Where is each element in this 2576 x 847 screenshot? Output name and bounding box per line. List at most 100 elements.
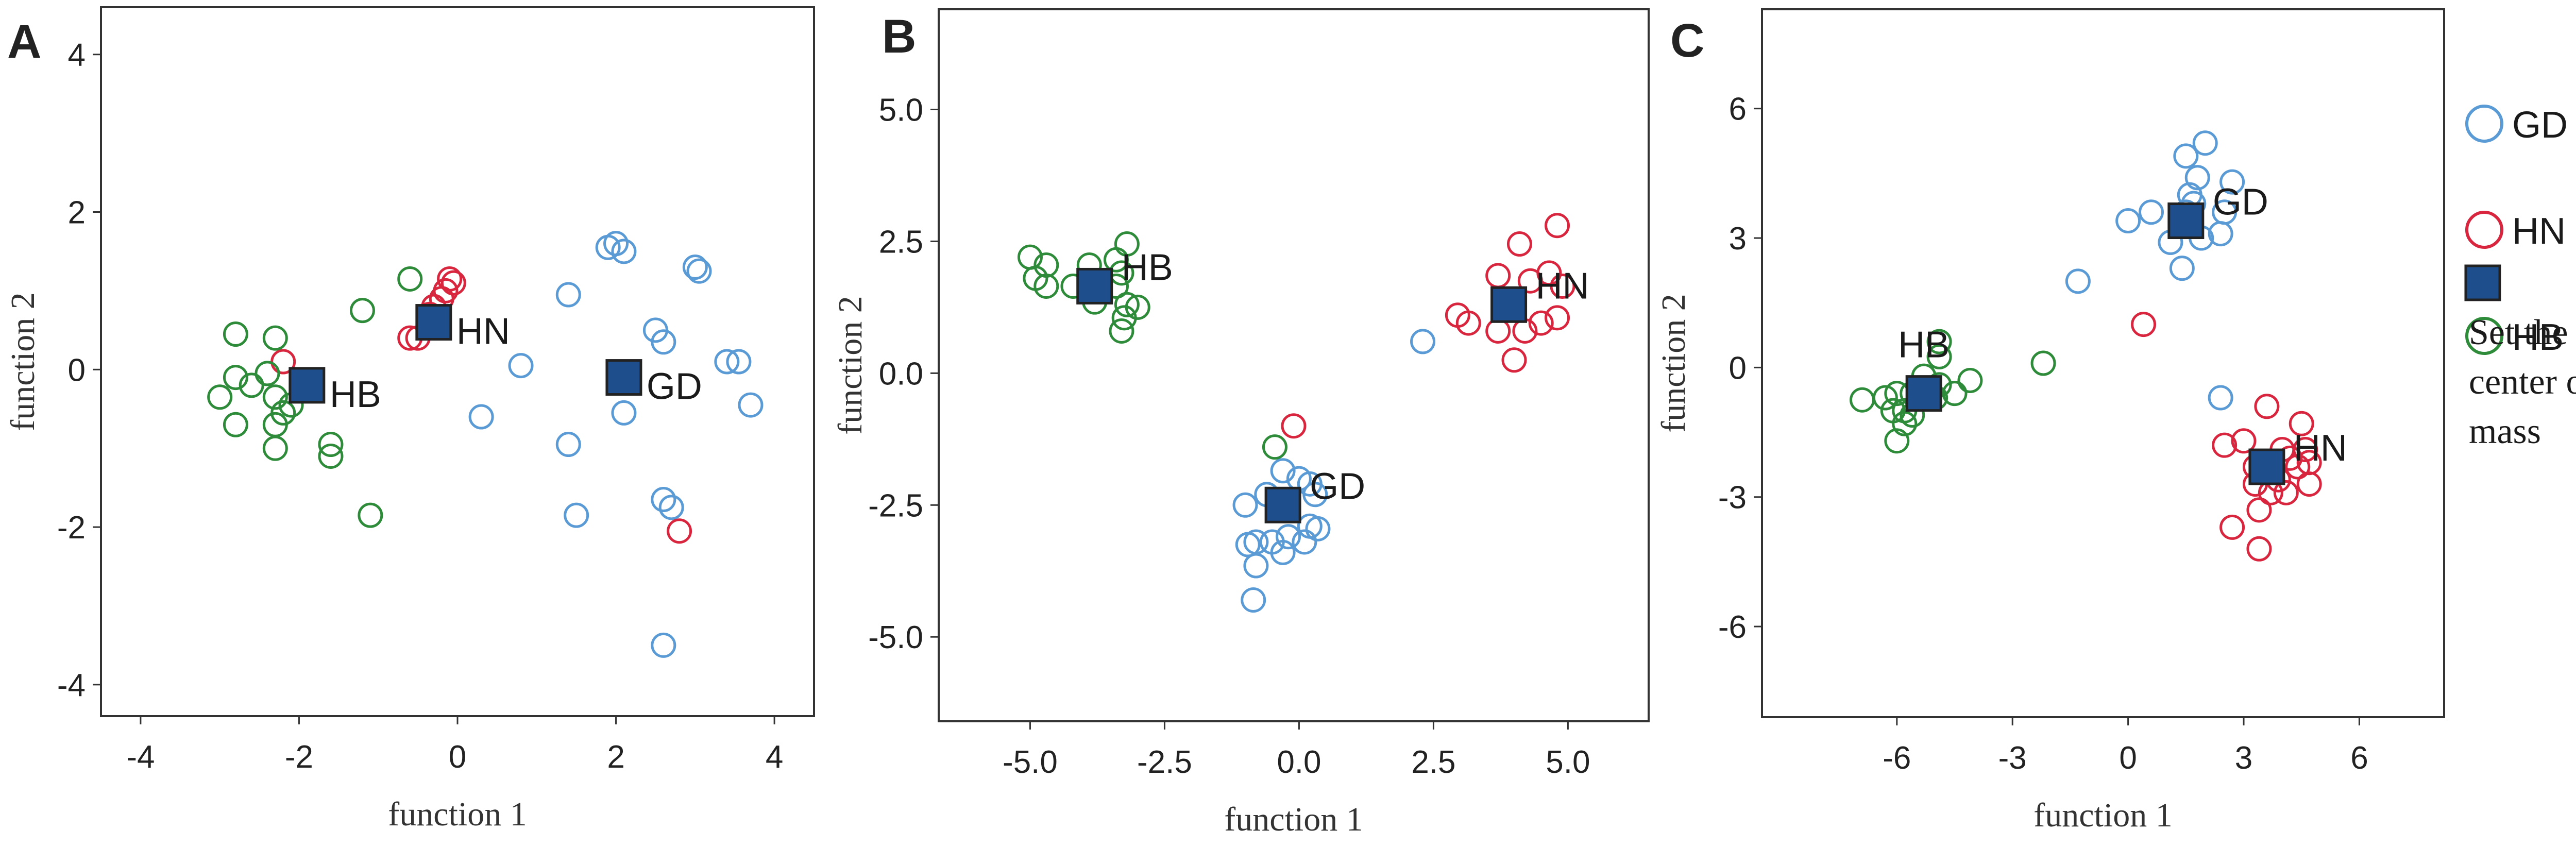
centroid-hn: [2248, 448, 2285, 485]
centroid-gd: [605, 359, 642, 396]
x-tick-label: 2: [607, 739, 624, 775]
point-hn: [1506, 231, 1532, 257]
point-hb: [262, 384, 288, 410]
point-gd: [1270, 458, 1296, 484]
panel-c: C -6 -3 0 3 6 -6 -3 0 3 6 function 1 function 2 GD HB H…: [1655, 8, 2445, 834]
point-hn: [2246, 536, 2272, 562]
point-gd: [468, 404, 494, 430]
y-tick-label: 4: [68, 38, 86, 73]
point-hn: [1501, 347, 1527, 373]
point-hn: [1545, 305, 1570, 331]
point-hn: [2293, 437, 2318, 463]
point-hb: [1111, 305, 1137, 331]
point-gd: [738, 392, 764, 418]
point-hn: [667, 518, 692, 544]
centroid-gd: [1264, 486, 1301, 523]
centroid-label-hn: HN: [1536, 265, 1589, 307]
point-hb: [255, 361, 280, 386]
panel-a: A -4 -2 0 2 4 -4 -2 0 2 4 function 1 function 2 HB HN G…: [4, 6, 815, 833]
y-tick-label: 6: [1729, 92, 1747, 127]
point-gd: [555, 282, 581, 308]
point-gd: [1232, 492, 1258, 518]
centroid-label-hb: HB: [1898, 325, 1950, 366]
y-tick-label: 5.0: [879, 93, 923, 128]
x-tick-label: -4: [126, 739, 155, 775]
point-gd: [1302, 482, 1328, 507]
point-gd: [564, 502, 589, 528]
point-hb: [1262, 434, 1287, 460]
point-gd: [2115, 208, 2141, 234]
point-hb: [223, 412, 248, 437]
point-hb: [1926, 344, 1952, 369]
x-tick-label: -5.0: [1003, 744, 1058, 780]
legend-centroid-note: mass: [2469, 412, 2541, 451]
point-hb: [1942, 381, 1968, 406]
point-hn: [2296, 471, 2322, 497]
centroid-hb: [1905, 375, 1942, 412]
point-hb: [358, 502, 383, 528]
point-hn: [2231, 428, 2257, 454]
legend-marker-gd: [2465, 105, 2503, 143]
point-gd: [682, 255, 708, 280]
y-tick-label: -3: [1718, 480, 1747, 516]
point-gd: [658, 495, 684, 520]
point-gd: [2173, 143, 2199, 169]
centroid-label-gd: GD: [1310, 466, 1365, 507]
centroid-label-gd: GD: [2213, 182, 2268, 223]
point-gd: [2169, 256, 2195, 281]
point-hb: [223, 365, 248, 391]
centroid-label-hn: HN: [2294, 428, 2347, 469]
point-hb: [1114, 292, 1140, 317]
point-gd: [2065, 268, 2091, 294]
legend-marker-hn: [2465, 211, 2503, 249]
y-tick-label: 3: [1729, 221, 1747, 257]
point-hb: [1109, 318, 1134, 344]
point-hn: [1545, 213, 1570, 239]
point-gd: [1235, 532, 1261, 557]
point-gd: [2192, 130, 2218, 156]
y-tick-label: -4: [57, 668, 86, 703]
point-hb: [1104, 247, 1129, 273]
x-axis-label: function 1: [1224, 801, 1363, 838]
point-hb: [397, 266, 423, 292]
point-gd: [686, 258, 712, 284]
plot-frame: [1761, 8, 2445, 718]
x-tick-label: 0.0: [1277, 744, 1321, 780]
point-gd: [595, 234, 621, 260]
legend-label-gd: GD: [2512, 105, 2568, 146]
x-axis-label: function 1: [2033, 797, 2172, 834]
x-tick-label: -3: [1998, 740, 2027, 776]
centroid-hn: [1490, 286, 1528, 323]
panel-letter: A: [7, 15, 41, 68]
centroid-label-gd: GD: [647, 366, 702, 408]
point-gd: [555, 432, 581, 458]
point-hb: [1884, 428, 1910, 454]
point-hb: [318, 443, 344, 469]
point-gd: [611, 400, 637, 426]
point-hn: [270, 349, 296, 375]
y-tick-label: 0: [1729, 350, 1747, 386]
point-gd: [1305, 516, 1331, 541]
point-hb: [349, 298, 375, 324]
point-hn: [1550, 273, 1575, 299]
legend-marker-centroid: [2464, 264, 2501, 301]
x-tick-label: 2.5: [1411, 744, 1455, 780]
x-tick-label: 3: [2235, 740, 2252, 776]
point-hb: [207, 384, 233, 410]
centroid-label-hb: HB: [330, 374, 381, 415]
point-hn: [2285, 454, 2311, 480]
panel-letter: C: [1670, 14, 1704, 67]
point-hb: [1957, 368, 1983, 394]
point-gd: [651, 632, 676, 658]
point-gd: [2184, 165, 2210, 191]
panel-b: B -5.0 -2.5 0.0 2.5 5.0 -5.0 -2.5 0.0 2.5 5.0 funct…: [832, 8, 1650, 838]
point-hb: [1926, 329, 1952, 354]
point-hn: [2246, 497, 2272, 523]
y-tick-label: -2: [57, 510, 86, 546]
x-tick-label: 5.0: [1546, 744, 1590, 780]
point-gd: [1243, 553, 1269, 579]
point-hn: [2212, 432, 2238, 458]
